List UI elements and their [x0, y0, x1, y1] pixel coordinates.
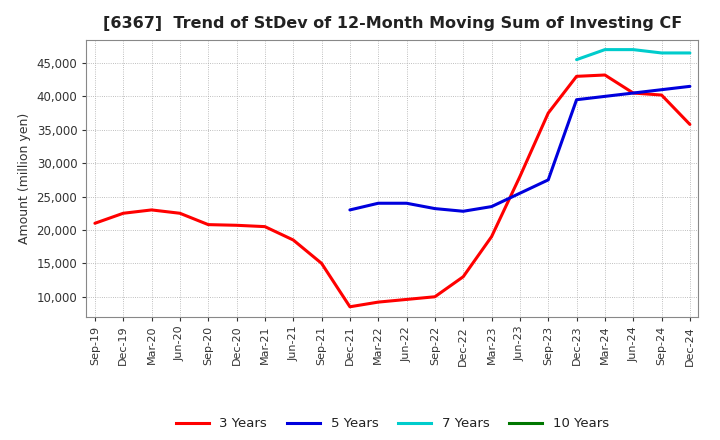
- 5 Years: [544, 177, 552, 183]
- 3 Years: [544, 110, 552, 116]
- 3 Years: [233, 223, 241, 228]
- Line: 5 Years: 5 Years: [350, 86, 690, 211]
- 3 Years: [516, 174, 524, 179]
- 5 Years: [685, 84, 694, 89]
- 3 Years: [204, 222, 212, 227]
- 3 Years: [600, 72, 609, 77]
- Y-axis label: Amount (million yen): Amount (million yen): [18, 113, 31, 244]
- 3 Years: [629, 90, 637, 95]
- 3 Years: [431, 294, 439, 299]
- 7 Years: [657, 50, 666, 55]
- 5 Years: [600, 94, 609, 99]
- 7 Years: [572, 57, 581, 62]
- 3 Years: [261, 224, 269, 229]
- 3 Years: [374, 300, 382, 305]
- 3 Years: [346, 304, 354, 309]
- 3 Years: [289, 237, 297, 242]
- 3 Years: [657, 92, 666, 98]
- 5 Years: [657, 87, 666, 92]
- 3 Years: [318, 261, 326, 266]
- 3 Years: [119, 211, 127, 216]
- 3 Years: [572, 73, 581, 79]
- 5 Years: [346, 207, 354, 213]
- 3 Years: [176, 211, 184, 216]
- 7 Years: [629, 47, 637, 52]
- 5 Years: [459, 209, 467, 214]
- 3 Years: [402, 297, 411, 302]
- 3 Years: [91, 220, 99, 226]
- 5 Years: [572, 97, 581, 103]
- 3 Years: [685, 122, 694, 127]
- 3 Years: [148, 207, 156, 213]
- 7 Years: [600, 47, 609, 52]
- 7 Years: [685, 50, 694, 55]
- Title: [6367]  Trend of StDev of 12-Month Moving Sum of Investing CF: [6367] Trend of StDev of 12-Month Moving…: [103, 16, 682, 32]
- 3 Years: [487, 234, 496, 239]
- 5 Years: [516, 191, 524, 196]
- 5 Years: [629, 90, 637, 95]
- 5 Years: [402, 201, 411, 206]
- 5 Years: [374, 201, 382, 206]
- 3 Years: [459, 274, 467, 279]
- 5 Years: [487, 204, 496, 209]
- 5 Years: [431, 206, 439, 211]
- Line: 7 Years: 7 Years: [577, 50, 690, 60]
- Line: 3 Years: 3 Years: [95, 75, 690, 307]
- Legend: 3 Years, 5 Years, 7 Years, 10 Years: 3 Years, 5 Years, 7 Years, 10 Years: [171, 412, 614, 436]
